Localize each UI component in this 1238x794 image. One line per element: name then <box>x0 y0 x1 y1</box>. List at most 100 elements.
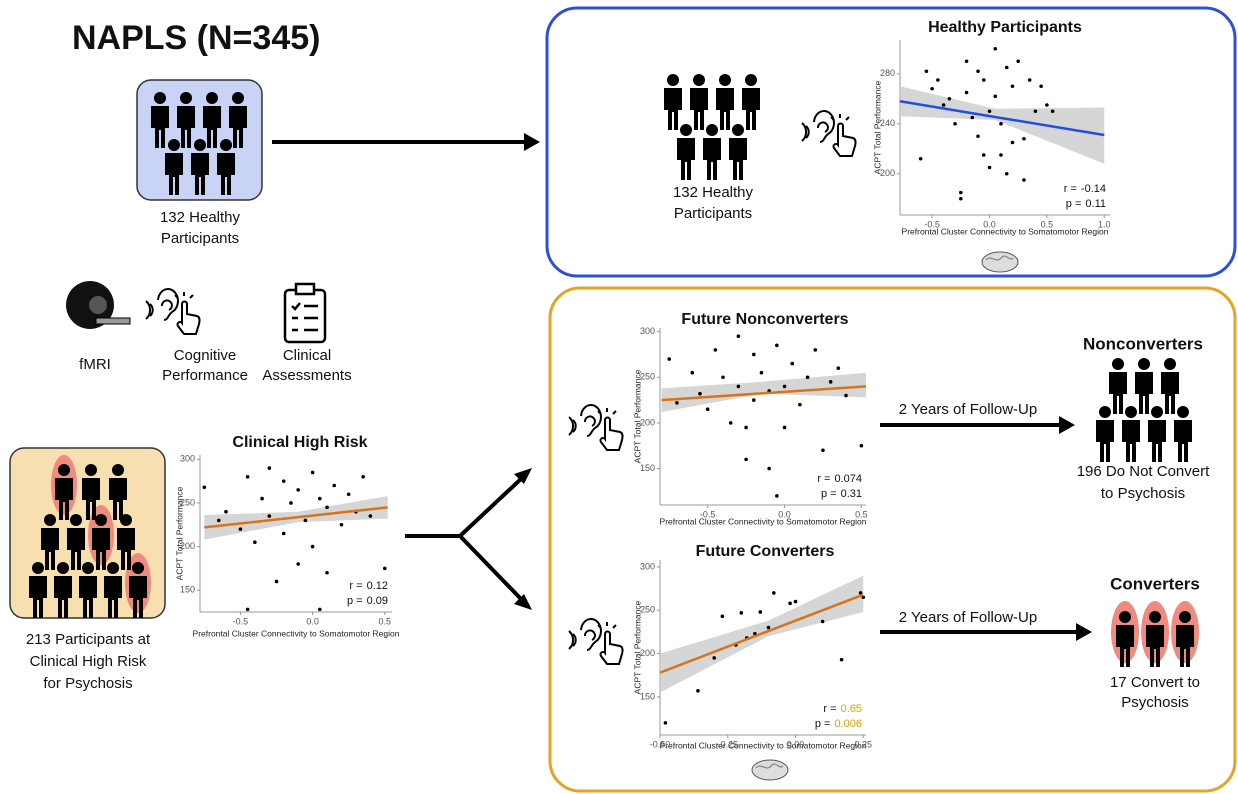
y-tick-label: 150 <box>640 463 655 473</box>
x-tick-label: -0.50 <box>650 739 671 749</box>
x-axis-label: Prefrontal Cluster Connectivity to Somat… <box>193 628 400 638</box>
data-point <box>383 567 387 571</box>
data-point <box>993 47 997 51</box>
chart-title: Future Converters <box>696 543 835 560</box>
data-point <box>1028 78 1032 82</box>
data-point <box>752 398 756 402</box>
data-point <box>675 401 679 405</box>
data-point <box>760 371 764 375</box>
data-point <box>772 591 776 595</box>
stat-label: r = <box>823 703 836 715</box>
data-point <box>1011 84 1015 88</box>
arrow-head <box>1059 416 1075 434</box>
data-point <box>217 519 221 523</box>
x-tick-label: 0.5 <box>379 616 392 626</box>
modality-label: Clinical <box>283 347 331 364</box>
data-point <box>690 371 694 375</box>
brain-icon <box>752 760 788 780</box>
data-point <box>1005 172 1009 176</box>
stat-annotation: r =0.074 <box>817 473 862 485</box>
data-point <box>369 514 373 518</box>
data-point <box>965 59 969 63</box>
outcome-label: Psychosis <box>1121 694 1189 711</box>
x-tick-label: 0.25 <box>855 739 873 749</box>
fit-line <box>660 595 863 673</box>
data-point <box>1039 84 1043 88</box>
data-point <box>737 334 741 338</box>
data-point <box>982 78 986 82</box>
data-point <box>999 153 1003 157</box>
y-tick-label: 150 <box>640 691 655 701</box>
stat-annotation: p = 0.31 <box>821 488 862 500</box>
data-point <box>667 357 671 361</box>
stat-value: 0.65 <box>841 703 862 715</box>
data-point <box>767 626 771 630</box>
y-tick-label: 250 <box>640 372 655 382</box>
data-point <box>347 492 351 496</box>
y-tick-label: 240 <box>880 118 895 128</box>
data-point <box>965 91 969 95</box>
stat-value: 0.31 <box>841 488 862 500</box>
y-tick-label: 150 <box>180 585 195 595</box>
data-point <box>999 122 1003 126</box>
data-point <box>988 109 992 113</box>
arrow-head <box>524 133 540 151</box>
x-tick-label: -0.25 <box>718 739 739 749</box>
data-point <box>942 103 946 107</box>
data-point <box>740 611 744 615</box>
data-point <box>246 608 250 612</box>
data-point <box>296 562 300 566</box>
main-title: NAPLS (N=345) <box>72 19 320 57</box>
data-point <box>253 540 257 544</box>
stat-label: p = <box>821 488 837 500</box>
stat-value: 0.12 <box>367 580 388 592</box>
figure: NAPLS (N=345) 132 Healthy Participants f… <box>0 0 1238 794</box>
data-point <box>361 475 365 479</box>
data-point <box>783 426 787 430</box>
chr-label: 213 Participants at <box>26 631 151 648</box>
data-point <box>706 407 710 411</box>
stat-label: r = <box>1064 183 1077 195</box>
y-tick-label: 250 <box>640 605 655 615</box>
x-tick-label: 0.5 <box>855 509 868 519</box>
y-tick-label: 300 <box>180 454 195 464</box>
data-point <box>829 380 833 384</box>
x-axis-label: Prefrontal Cluster Connectivity to Somat… <box>660 516 867 526</box>
data-point <box>1034 109 1038 113</box>
x-tick-label: 1.0 <box>1098 219 1111 229</box>
data-point <box>282 479 286 483</box>
task-icon <box>569 405 623 450</box>
data-point <box>840 658 844 662</box>
data-point <box>752 353 756 357</box>
data-point <box>821 448 825 452</box>
data-point <box>790 362 794 366</box>
data-point <box>1016 59 1020 63</box>
data-point <box>325 571 329 575</box>
data-point <box>296 488 300 492</box>
modality-label: Performance <box>162 367 248 384</box>
y-tick-label: 200 <box>880 168 895 178</box>
data-point <box>959 191 963 195</box>
data-point <box>318 608 322 612</box>
stat-annotation: p =0.11 <box>1066 198 1106 210</box>
data-point <box>982 153 986 157</box>
data-point <box>993 94 997 98</box>
chr-label: for Psychosis <box>43 675 132 692</box>
data-point <box>775 344 779 348</box>
stat-label: r = <box>817 473 830 485</box>
y-tick-label: 200 <box>640 648 655 658</box>
stat-annotation: r =-0.14 <box>1064 183 1106 195</box>
data-point <box>930 87 934 91</box>
task-icon <box>569 619 623 664</box>
data-point <box>1051 109 1055 113</box>
stat-value: 0.006 <box>834 718 862 730</box>
x-axis-label: Prefrontal Cluster Connectivity to Somat… <box>660 740 867 750</box>
x-tick-label: -0.5 <box>924 219 940 229</box>
y-tick-label: 250 <box>180 497 195 507</box>
stat-value: 0.09 <box>367 595 388 607</box>
modality-label: Assessments <box>262 367 351 384</box>
outcome-label: to Psychosis <box>1101 485 1185 502</box>
stat-annotation: p =0.006 <box>815 718 862 730</box>
data-point <box>788 602 792 606</box>
task-icon <box>802 111 856 156</box>
